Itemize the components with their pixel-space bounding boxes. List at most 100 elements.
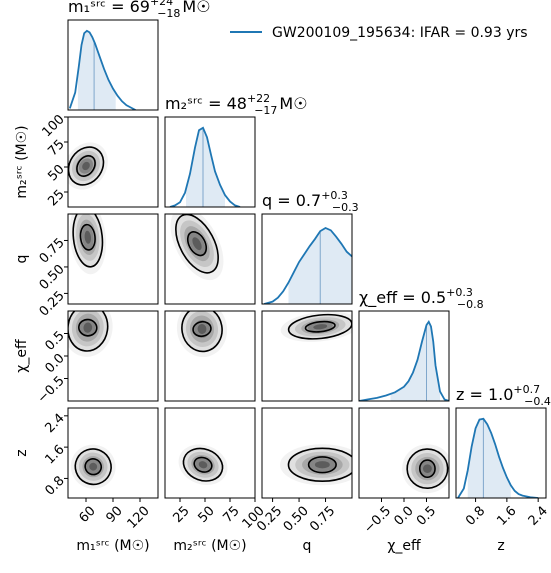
panel-frame xyxy=(67,19,159,111)
x-axis-label-m2: m₂ˢʳᶜ (M☉) xyxy=(173,538,246,554)
contour-90 xyxy=(175,214,219,274)
y-tick-label: −0.5 xyxy=(35,374,68,407)
panel-frame xyxy=(164,310,256,402)
marginal-title-m1: m₁ˢʳᶜ = 69+24 −18 M☉ xyxy=(68,0,211,20)
x-tick-label: 50 xyxy=(195,504,217,526)
density-layer xyxy=(70,444,116,489)
marginal-panel-m2: m₂ˢʳᶜ = 48+22 −17 M☉ xyxy=(164,92,308,208)
y-tick-label: 50 xyxy=(45,162,67,184)
contour-50 xyxy=(79,223,96,251)
y-tick-label: 0.25 xyxy=(37,288,68,319)
marginal-panel-m1: m₁ˢʳᶜ = 69+24 −18 M☉ xyxy=(67,0,211,111)
posterior-curve xyxy=(359,320,449,401)
x-tick-label: 2.4 xyxy=(526,504,551,529)
contour-50 xyxy=(186,231,208,257)
contour-90 xyxy=(68,146,105,186)
x-axis-label-z: z xyxy=(497,538,504,554)
legend-label: GW200109_195634: IFAR = 0.93 yrs xyxy=(272,25,528,41)
density-level xyxy=(82,161,90,171)
panel-frame xyxy=(261,213,353,305)
marginal-panel-chi_eff: χ_eff = 0.5+0.3 −0.8 xyxy=(358,286,484,402)
y-tick-label: 75 xyxy=(45,137,67,159)
marginal-title-q: q = 0.7+0.3 −0.3 xyxy=(262,189,359,214)
contour-90 xyxy=(181,311,223,353)
density-layer xyxy=(68,142,108,190)
marginal-title-z: z = 1.0+0.7 −0.4 xyxy=(456,383,551,408)
joint-panel-chi_eff-z: −0.50.00.5 χ_eff xyxy=(358,407,450,554)
x-tick-label: −0.5 xyxy=(361,504,394,537)
density-level xyxy=(314,461,330,469)
y-tick-label: 1.6 xyxy=(42,442,67,467)
x-tick-label: 0.8 xyxy=(463,504,488,529)
joint-panel-m1-chi_eff: −0.50.00.5 χ_eff xyxy=(14,310,159,407)
density-layer xyxy=(280,444,352,486)
legend: GW200109_195634: IFAR = 0.93 yrs xyxy=(230,25,528,41)
panel-frame xyxy=(164,407,256,499)
x-tick-label: 120 xyxy=(125,504,153,532)
posterior-curve xyxy=(169,126,241,207)
x-tick-label: 60 xyxy=(76,504,98,526)
contour-90 xyxy=(182,447,224,482)
marginal-title-m2: m₂ˢʳᶜ = 48+22 −17 M☉ xyxy=(165,92,308,117)
marginal-panel-z: z = 1.0+0.7 −0.4 0.8 1.6 2.4 z xyxy=(455,383,551,554)
density-level xyxy=(84,230,92,244)
density-layer xyxy=(170,214,224,281)
y-tick-label: 100 xyxy=(39,112,67,140)
panel-frame xyxy=(261,407,353,499)
x-tick-label: 0.0 xyxy=(391,504,416,529)
density-level xyxy=(197,324,207,334)
y-axis-label-q: q xyxy=(14,255,30,264)
contour-90 xyxy=(72,214,104,268)
x-axis-label-chi_eff: χ_eff xyxy=(387,538,421,554)
joint-panel-q-chi_eff xyxy=(261,310,353,402)
x-axis-label-m1: m₁ˢʳᶜ (M☉) xyxy=(76,538,149,554)
panel-frame xyxy=(261,310,353,402)
contour-50 xyxy=(78,318,98,337)
density-level xyxy=(192,237,202,251)
density-level xyxy=(89,462,98,471)
panel-frame xyxy=(67,116,159,208)
y-tick-label: 0.8 xyxy=(42,473,67,498)
y-tick-label: 0.5 xyxy=(42,329,67,354)
y-axis-label-chi_eff: χ_eff xyxy=(14,339,30,373)
density-layer xyxy=(68,311,113,357)
contour-50 xyxy=(76,155,96,177)
contour-50 xyxy=(192,320,212,338)
y-tick-label: 0.50 xyxy=(37,262,68,293)
joint-panel-q-z: 0.250.500.75q xyxy=(254,407,353,554)
density-layer xyxy=(402,444,449,494)
panel-frame xyxy=(455,407,547,499)
density-level xyxy=(422,464,432,473)
contour-50 xyxy=(418,459,436,479)
y-axis-label-z: z xyxy=(14,449,30,456)
contour-50 xyxy=(84,458,103,476)
panel-frame xyxy=(67,213,159,305)
posterior-curve xyxy=(263,226,352,304)
contour-90 xyxy=(74,448,112,486)
x-tick-label: 0.5 xyxy=(414,504,439,529)
x-tick-label: 1.6 xyxy=(494,504,519,529)
joint-panel-m2-q xyxy=(164,213,256,305)
contour-50 xyxy=(307,456,337,474)
density-level xyxy=(313,324,328,330)
contour-90 xyxy=(287,447,352,482)
density-layer xyxy=(69,214,107,275)
credible-interval-fill xyxy=(390,321,440,401)
marginal-panel-q: q = 0.7+0.3 −0.3 xyxy=(261,189,359,305)
joint-panel-m1-q: 0.250.500.75 q xyxy=(14,213,159,320)
x-axis-label-q: q xyxy=(303,538,312,554)
x-tick-label: 0.75 xyxy=(307,504,338,535)
contour-50 xyxy=(193,456,213,473)
y-tick-label: 2.4 xyxy=(42,411,67,436)
density-layer xyxy=(280,311,352,342)
credible-interval-fill xyxy=(77,30,116,110)
density-level xyxy=(83,322,93,333)
x-tick-label: 90 xyxy=(103,504,125,526)
panel-frame xyxy=(164,213,256,305)
contour-50 xyxy=(304,320,336,333)
panel-frame xyxy=(358,310,450,402)
joint-panel-m2-chi_eff xyxy=(164,310,256,402)
